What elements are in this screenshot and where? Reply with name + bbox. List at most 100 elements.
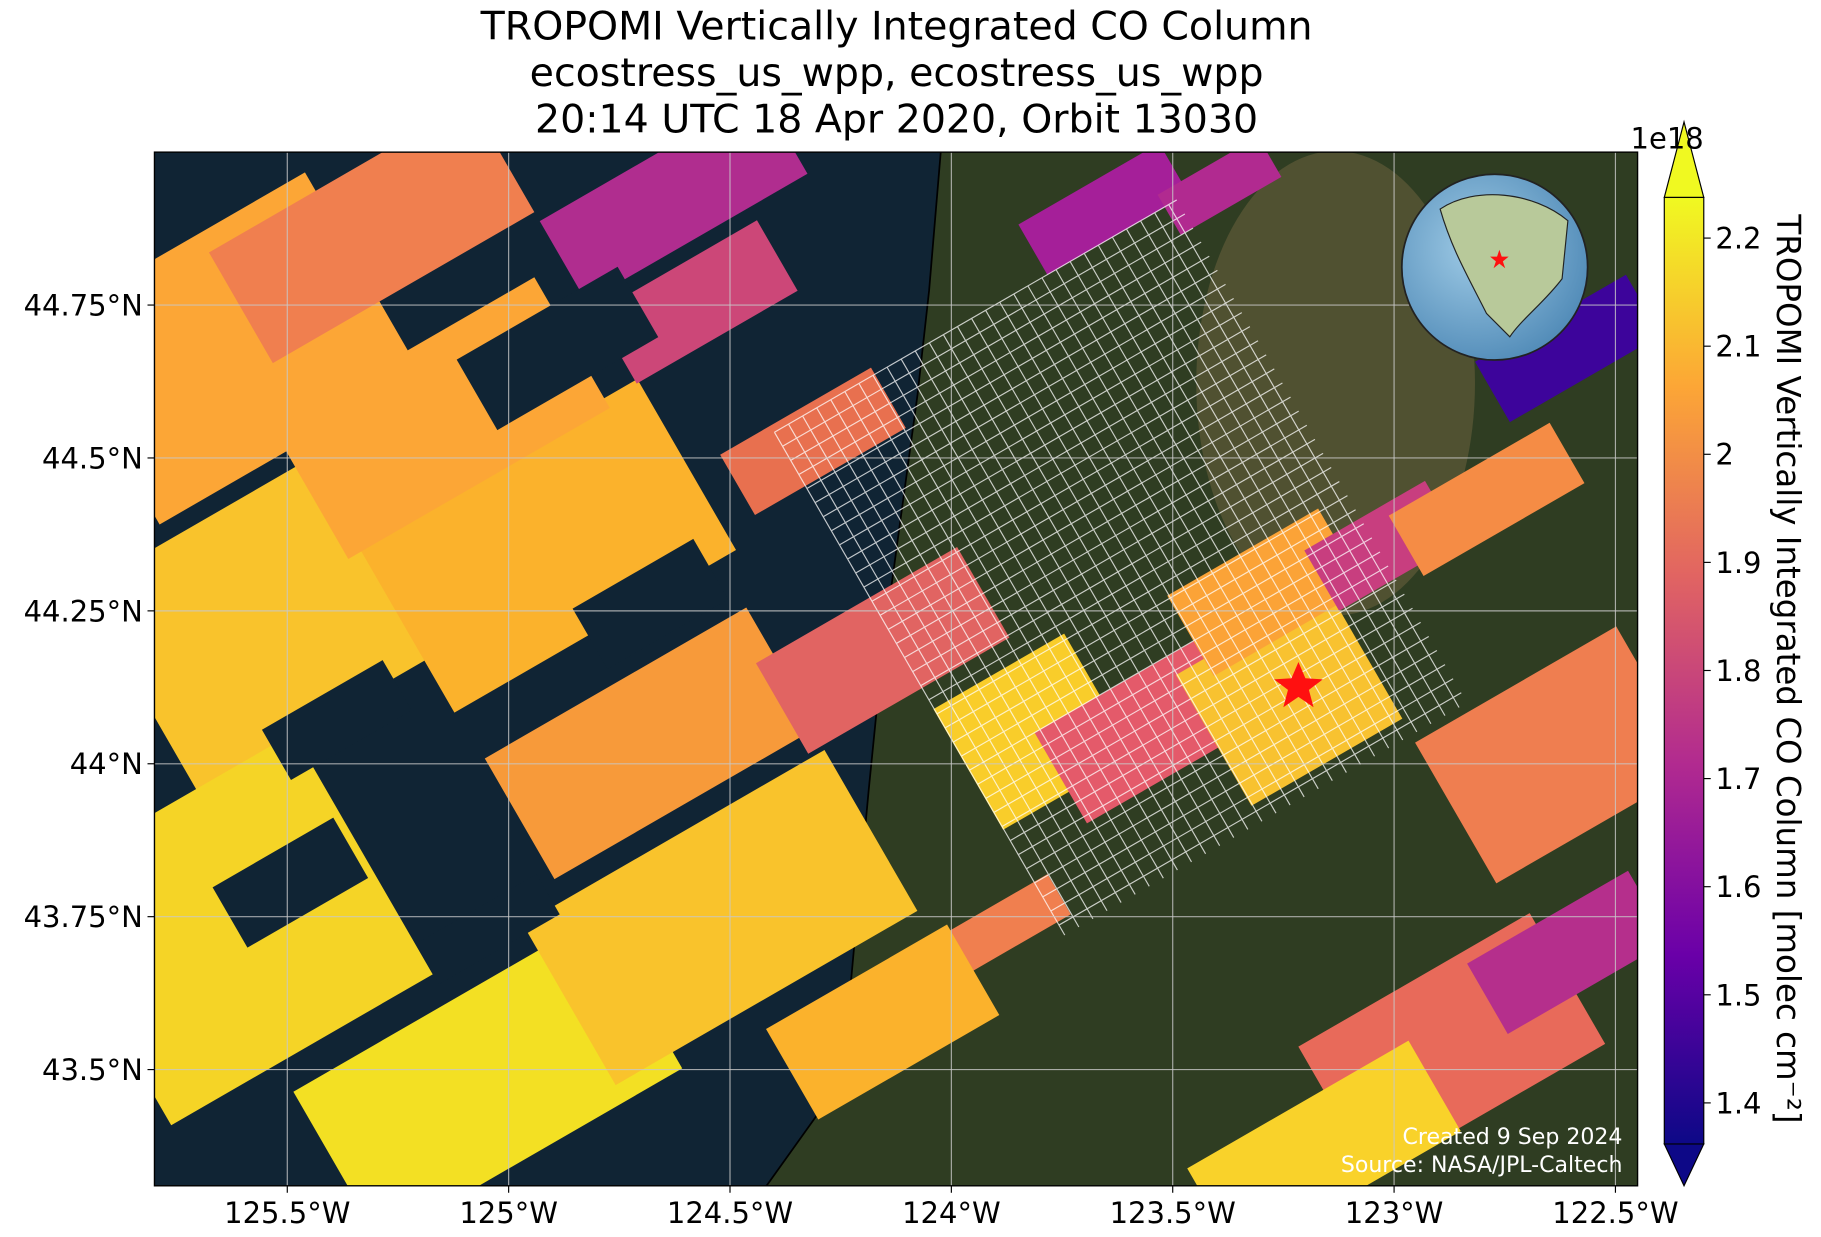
- mesh-line: [1125, 228, 1418, 733]
- title-line: ecostress_us_wpp, ecostress_us_wpp: [530, 50, 1264, 96]
- mesh-line: [942, 334, 1235, 838]
- colorbar-tick-label: 1.7: [1715, 762, 1761, 796]
- mesh-line: [904, 424, 1308, 659]
- swath-pixel: [415, 874, 560, 985]
- figure-body: TROPOMI Vertically Integrated CO Column …: [24, 3, 1807, 1230]
- colorbar-body: [1663, 196, 1705, 1145]
- mesh-line: [928, 342, 1221, 846]
- mesh-grid: [773, 199, 1462, 936]
- mesh-line: [1097, 244, 1390, 749]
- mesh-line: [1001, 593, 1405, 827]
- colorbar-tick-label: 1.4: [1715, 1086, 1761, 1120]
- y-tick-label: 44.75°N: [24, 289, 143, 323]
- x-tick-label: 124°W: [902, 1196, 1001, 1230]
- mesh-line: [928, 466, 1332, 701]
- mesh-line: [863, 354, 1267, 588]
- mesh-line: [787, 423, 1080, 928]
- title-line: 20:14 UTC 18 Apr 2020, Orbit 13030: [535, 96, 1258, 142]
- x-tick-label: 125.5°W: [224, 1196, 350, 1230]
- y-tick-label: 44.25°N: [24, 594, 143, 628]
- y-tick-label: 43.5°N: [42, 1053, 143, 1087]
- x-tick-label: 125°W: [459, 1196, 558, 1230]
- colorbar-tick-label: 1.6: [1715, 870, 1761, 904]
- y-tick-label: 44°N: [70, 747, 143, 781]
- mesh-line: [1168, 204, 1460, 708]
- mesh-line: [879, 382, 1283, 616]
- mesh-line: [969, 537, 1373, 771]
- mesh-line: [1041, 277, 1333, 781]
- mesh-line: [944, 495, 1348, 729]
- mesh-line: [912, 438, 1316, 673]
- mesh-line: [956, 326, 1249, 830]
- ecostress-footprint: [773, 199, 1462, 936]
- mesh-line: [1050, 678, 1454, 912]
- mesh-line: [831, 298, 1234, 532]
- mesh-line: [790, 227, 1194, 461]
- swath-pixel: [720, 367, 906, 516]
- x-tick-label: 122.5°W: [1552, 1196, 1678, 1230]
- mesh-line: [971, 318, 1263, 822]
- swath-pixel: [1388, 422, 1585, 577]
- colorbar-tick-label: 2.2: [1715, 222, 1761, 256]
- mesh-line: [1018, 621, 1421, 856]
- swath-pixel: [522, 749, 918, 1086]
- mesh-line: [844, 391, 1136, 895]
- x-tick-label: 124.5°W: [667, 1196, 793, 1230]
- mesh-line: [855, 340, 1259, 574]
- mesh-line: [871, 368, 1275, 602]
- swath-pixel: [1187, 1040, 1461, 1186]
- swath-pixel: [766, 924, 1000, 1120]
- swath-pixel: [1415, 626, 1638, 884]
- swath-pixel: [1018, 152, 1189, 275]
- mesh-line: [1034, 650, 1438, 884]
- swath-pixel: [1467, 870, 1638, 1035]
- map-area: Created 9 Sep 2024 Source: NASA/JPL-Calt…: [154, 152, 1638, 1186]
- swath-pixel: [456, 266, 659, 431]
- swath-pixel: [1157, 152, 1282, 235]
- mesh-line: [985, 565, 1389, 799]
- site-marker: [1274, 661, 1323, 708]
- mesh-line: [816, 407, 1108, 912]
- credit: Source: NASA/JPL-Caltech: [1341, 1153, 1623, 1178]
- mesh-line: [806, 255, 1210, 490]
- mesh-line: [1009, 607, 1413, 842]
- colorbar-tick-label: 1.5: [1715, 978, 1761, 1012]
- globe-marker: [1490, 249, 1509, 269]
- mesh-line: [774, 199, 1178, 433]
- swath-pixel: [539, 152, 808, 302]
- mesh-line: [814, 269, 1218, 504]
- colorbar-tick-label: 2.1: [1715, 330, 1761, 364]
- colorbar-multiplier: 1e18: [1631, 122, 1704, 156]
- mesh-line: [977, 551, 1381, 785]
- mesh-line: [961, 523, 1365, 757]
- mesh-line: [839, 312, 1243, 546]
- mesh-line: [858, 383, 1150, 887]
- mesh-line: [993, 579, 1397, 813]
- mesh-line: [999, 301, 1291, 806]
- mesh-line: [936, 481, 1340, 715]
- mesh-line: [822, 283, 1226, 518]
- colorbar-tick-label: 2: [1715, 438, 1733, 472]
- swath-pixel: [208, 152, 535, 364]
- mesh-line: [798, 241, 1202, 475]
- mesh-line: [802, 415, 1094, 920]
- credit: Created 9 Sep 2024: [1403, 1125, 1623, 1150]
- y-tick-label: 44.5°N: [42, 441, 143, 475]
- mesh-line: [887, 396, 1291, 630]
- swath-pixel: [355, 379, 737, 713]
- swath-pixel: [1475, 274, 1638, 423]
- mesh-line: [914, 350, 1207, 855]
- mesh-line: [1083, 253, 1376, 757]
- mesh-line: [886, 366, 1178, 871]
- mesh-line: [1042, 664, 1446, 898]
- colorbar-label: TROPOMI Vertically Integrated CO Column …: [1769, 213, 1807, 1123]
- swath-pixel: [261, 660, 412, 781]
- mesh-line: [872, 375, 1164, 879]
- mesh-line: [920, 452, 1324, 687]
- mesh-line: [782, 213, 1186, 447]
- mesh-line: [1026, 635, 1430, 870]
- mesh-line: [1013, 293, 1305, 798]
- mesh-line: [1111, 236, 1404, 741]
- y-tick-label: 43.75°N: [24, 900, 143, 934]
